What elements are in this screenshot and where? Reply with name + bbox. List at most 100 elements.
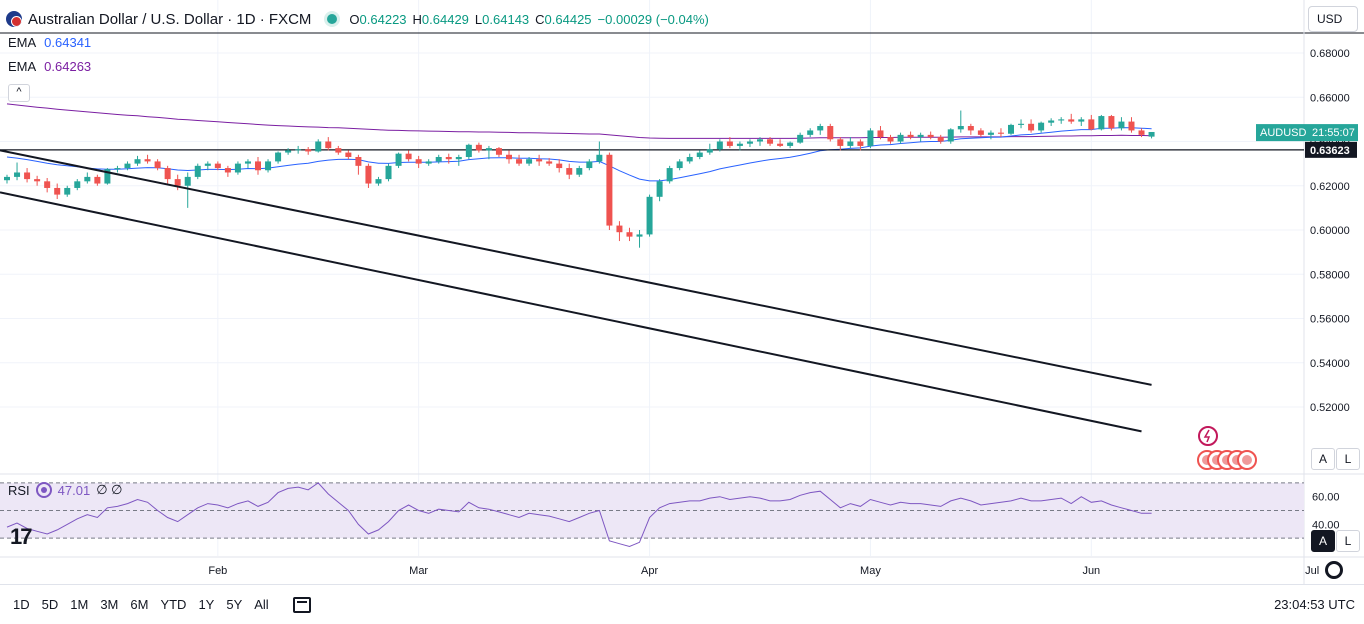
candle-body [797, 134, 804, 143]
candle-body [676, 161, 683, 169]
candle-body [425, 161, 432, 164]
candle-body [767, 139, 774, 144]
candle-body [606, 154, 613, 226]
event-icons [1197, 426, 1257, 470]
price-tick-label: 0.54000 [1310, 358, 1350, 370]
candle-body [1028, 123, 1035, 131]
ema-slow-value: 0.64263 [44, 59, 92, 74]
price-tick-label: 0.68000 [1310, 48, 1350, 60]
price-log-scale-button[interactable]: L [1336, 448, 1360, 470]
ema-fast-legend[interactable]: EMA 0.64341 [8, 35, 91, 50]
candle-body [214, 163, 221, 169]
rsi-line [6, 482, 1152, 548]
candle-body [74, 181, 81, 188]
candle-body [164, 168, 171, 180]
symbol-title[interactable]: Australian Dollar / U.S. Dollar · 1D · F… [28, 10, 312, 28]
candle-body [506, 154, 512, 160]
candle-body [736, 143, 743, 146]
candle-body [867, 130, 874, 146]
price-tick-label: 0.60000 [1310, 225, 1350, 237]
candle-body [234, 163, 241, 173]
price-labels: AUDUSD 21:55:07 0.63623 [1197, 124, 1358, 470]
rsi-tick-label: 60.00 [1312, 492, 1340, 504]
candle-body [1018, 123, 1025, 125]
symbol-tag-label: AUDUSD [1260, 127, 1307, 139]
currency-selector[interactable]: USD [1308, 6, 1358, 32]
calendar-icon[interactable] [292, 596, 311, 613]
range-button-1y[interactable]: 1Y [198, 597, 215, 612]
candle-body [696, 152, 703, 157]
us-flag-fill-icon [1242, 455, 1252, 465]
rsi-band [0, 482, 1304, 539]
candle-body [124, 163, 131, 169]
close-value: 0.64425 [544, 11, 592, 27]
candle-body [395, 153, 402, 166]
candle-body [847, 141, 854, 146]
tradingview-logo[interactable]: 17 [10, 524, 33, 549]
low-value: 0.64143 [482, 11, 530, 27]
hline-price-tag [1305, 141, 1357, 158]
candle-body [24, 172, 31, 180]
candle-body [536, 159, 543, 162]
candle-body [84, 176, 91, 182]
candle-body [827, 126, 834, 140]
rsi-value: 47.01 [57, 482, 91, 498]
candles[interactable] [4, 110, 1155, 248]
candle-body [244, 161, 251, 164]
candle-body [566, 168, 573, 175]
range-button-ytd[interactable]: YTD [160, 597, 187, 612]
aud-usd-flag-icon [6, 11, 22, 27]
time-tick-label: Jul [1305, 565, 1319, 577]
candle-body [204, 163, 211, 166]
candle-body [405, 153, 412, 160]
candle-body [144, 159, 151, 162]
candle-body [997, 132, 1004, 134]
utc-clock[interactable]: 23:04:53 UTC [1274, 597, 1355, 612]
candle-body [1008, 124, 1014, 134]
candle-body [285, 150, 292, 153]
candle-body [957, 126, 964, 130]
candle-body [375, 179, 382, 184]
candle-body [1048, 120, 1055, 123]
candle-body [1128, 121, 1135, 131]
range-button-3m[interactable]: 3M [100, 597, 119, 612]
range-button-1d[interactable]: 1D [13, 597, 30, 612]
time-tick-label: Feb [208, 565, 227, 577]
candle-body [465, 144, 472, 157]
candle-body [54, 187, 61, 195]
ema-slow-legend[interactable]: EMA 0.64263 [8, 59, 91, 74]
candle-body [746, 141, 753, 144]
rsi-settings-icon[interactable] [35, 482, 52, 498]
candle-body [656, 181, 663, 197]
last-price-tag [1256, 124, 1358, 142]
candle-body [927, 134, 934, 138]
candle-body [455, 156, 462, 160]
candle-body [355, 156, 362, 166]
trendlines[interactable] [0, 149, 1152, 433]
candle-body [546, 161, 553, 164]
candle-body [887, 137, 894, 142]
lightning-bolt-icon [1203, 429, 1211, 443]
symbol-legend[interactable]: Australian Dollar / U.S. Dollar · 1D · F… [6, 9, 715, 29]
candle-body [897, 134, 904, 142]
candle-body [947, 129, 954, 142]
range-button-1m[interactable]: 1M [70, 597, 89, 612]
rsi-auto-scale-button[interactable]: A [1311, 530, 1335, 552]
candle-body [1108, 116, 1115, 129]
range-button-5y[interactable]: 5Y [226, 597, 243, 612]
candle-body [224, 168, 231, 173]
price-auto-scale-button[interactable]: A [1311, 448, 1335, 470]
candle-body [576, 168, 583, 175]
candle-body [706, 149, 713, 153]
collapse-legend-button[interactable]: ^ [8, 84, 30, 102]
range-button-6m[interactable]: 6M [130, 597, 149, 612]
range-button-all[interactable]: All [254, 597, 269, 612]
candle-body [4, 176, 10, 181]
rsi-legend[interactable]: RSI 47.01 ∅ ∅ [8, 482, 122, 498]
rsi-log-scale-button[interactable]: L [1336, 530, 1360, 552]
time-tick-label: Apr [641, 565, 658, 577]
candle-body [1068, 119, 1075, 122]
gear-icon[interactable] [1325, 561, 1343, 579]
range-button-5d[interactable]: 5D [41, 597, 59, 612]
